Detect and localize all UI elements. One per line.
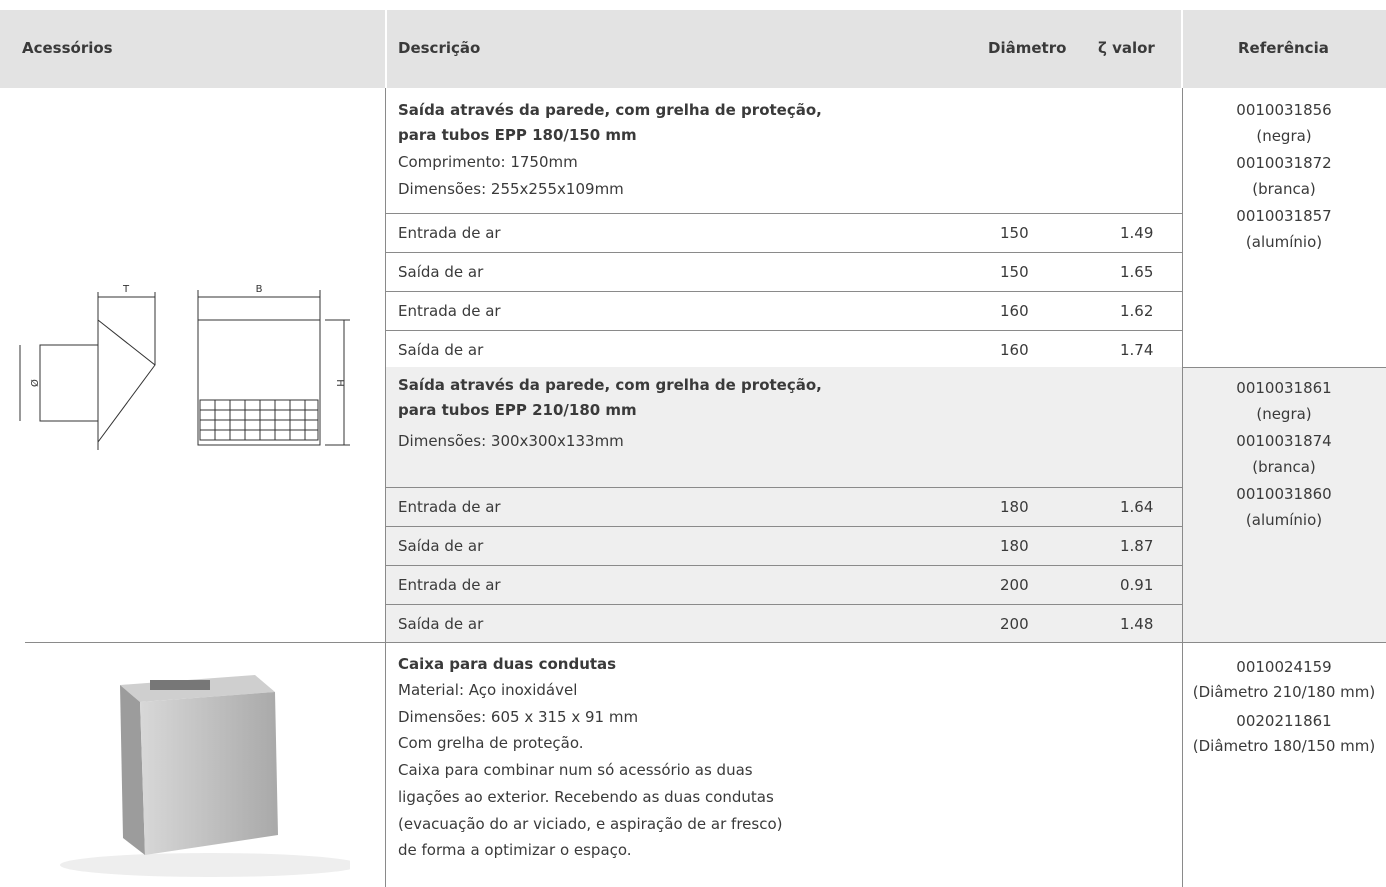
diameter: 150 [1000, 224, 1029, 242]
item-detail: Comprimento: 1750mm [398, 153, 578, 171]
reference-note: (negra) [1256, 127, 1312, 145]
row-divider [386, 604, 1182, 605]
column-header: Diâmetro [988, 39, 1067, 57]
row-label: Entrada de ar [398, 498, 501, 516]
item-title: para tubos EPP 210/180 mm [398, 401, 637, 419]
divider [1181, 10, 1183, 88]
zeta-value: 1.65 [1120, 263, 1154, 281]
column-header: Referência [1238, 39, 1329, 57]
divider [1182, 88, 1183, 887]
zeta-value: 1.48 [1120, 615, 1154, 633]
diameter: 200 [1000, 615, 1029, 633]
divider [385, 88, 386, 887]
row-divider [386, 213, 1182, 214]
reference-code: 0010031860 [1236, 485, 1332, 503]
item-detail: Com grelha de proteção. [398, 734, 584, 753]
zeta-value: 1.64 [1120, 498, 1154, 516]
zeta-value: 0.91 [1120, 576, 1154, 594]
item-detail: Material: Aço inoxidável [398, 681, 578, 699]
item-detail: (evacuação do ar viciado, e aspiração de… [398, 814, 783, 833]
divider [1182, 367, 1386, 368]
item-title: Saída através da parede, com grelha de p… [398, 101, 822, 119]
group-shade [386, 367, 1386, 642]
reference-note: (alumínio) [1245, 233, 1323, 251]
item-detail: de forma a optimizar o espaço. [398, 841, 632, 860]
row-divider [386, 526, 1182, 527]
zeta-value: 1.87 [1120, 537, 1154, 555]
item-detail: Caixa para combinar num só acessório as … [398, 761, 753, 780]
reference-code: 0010031874 [1236, 432, 1332, 450]
row-label: Entrada de ar [398, 576, 501, 594]
row-divider [386, 487, 1182, 488]
reference-note: (branca) [1252, 458, 1316, 476]
item-detail: Dimensões: 605 x 315 x 91 mm [398, 707, 639, 726]
product-photo [60, 675, 350, 877]
reference-code: 0010031861 [1236, 379, 1332, 397]
reference-note: (negra) [1256, 405, 1312, 423]
diameter: 200 [1000, 576, 1029, 594]
row-label: Entrada de ar [398, 302, 501, 320]
row-divider [386, 565, 1182, 566]
row-divider [386, 330, 1182, 331]
reference-note: (Diâmetro 210/180 mm) [1192, 683, 1376, 701]
item-detail: ligações ao exterior. Recebendo as duas … [398, 787, 774, 806]
reference-note: (Diâmetro 180/150 mm) [1192, 737, 1376, 755]
diameter: 160 [1000, 341, 1029, 359]
diameter: 180 [1000, 537, 1029, 555]
divider [25, 642, 1386, 643]
zeta-value: 1.49 [1120, 224, 1154, 242]
diagram-label: B [256, 284, 263, 295]
zeta-value: 1.62 [1120, 302, 1154, 320]
diagram-label: H [334, 379, 345, 387]
reference-code: 0010024159 [1236, 658, 1332, 676]
header-bar [0, 10, 1386, 88]
diameter: 160 [1000, 302, 1029, 320]
column-header: ζ valor [1098, 39, 1155, 57]
zeta-value: 1.74 [1120, 341, 1154, 359]
row-divider [386, 252, 1182, 253]
diameter: 150 [1000, 263, 1029, 281]
diagram-label: T [122, 284, 130, 295]
diameter: 180 [1000, 498, 1029, 516]
reference-note: (branca) [1252, 180, 1316, 198]
row-divider [386, 291, 1182, 292]
item-detail: Dimensões: 300x300x133mm [398, 432, 624, 450]
reference-code: 0010031857 [1236, 207, 1332, 225]
reference-code: 0020211861 [1236, 712, 1332, 730]
row-label: Entrada de ar [398, 224, 501, 242]
row-label: Saída de ar [398, 615, 484, 633]
item-title: Saída através da parede, com grelha de p… [398, 376, 822, 394]
reference-code: 0010031872 [1236, 154, 1332, 172]
column-header: Descrição [398, 39, 481, 57]
row-label: Saída de ar [398, 341, 484, 359]
row-label: Saída de ar [398, 537, 484, 555]
reference-note: (alumínio) [1245, 511, 1323, 529]
item-detail: Dimensões: 255x255x109mm [398, 179, 624, 198]
row-label: Saída de ar [398, 263, 484, 281]
column-header: Acessórios [22, 39, 113, 57]
dimension-diagram: T B Ø H [19, 284, 350, 450]
reference-code: 0010031856 [1236, 101, 1332, 119]
item-title: para tubos EPP 180/150 mm [398, 126, 637, 144]
item-title: Caixa para duas condutas [398, 655, 617, 673]
diagram-label: Ø [29, 379, 41, 387]
